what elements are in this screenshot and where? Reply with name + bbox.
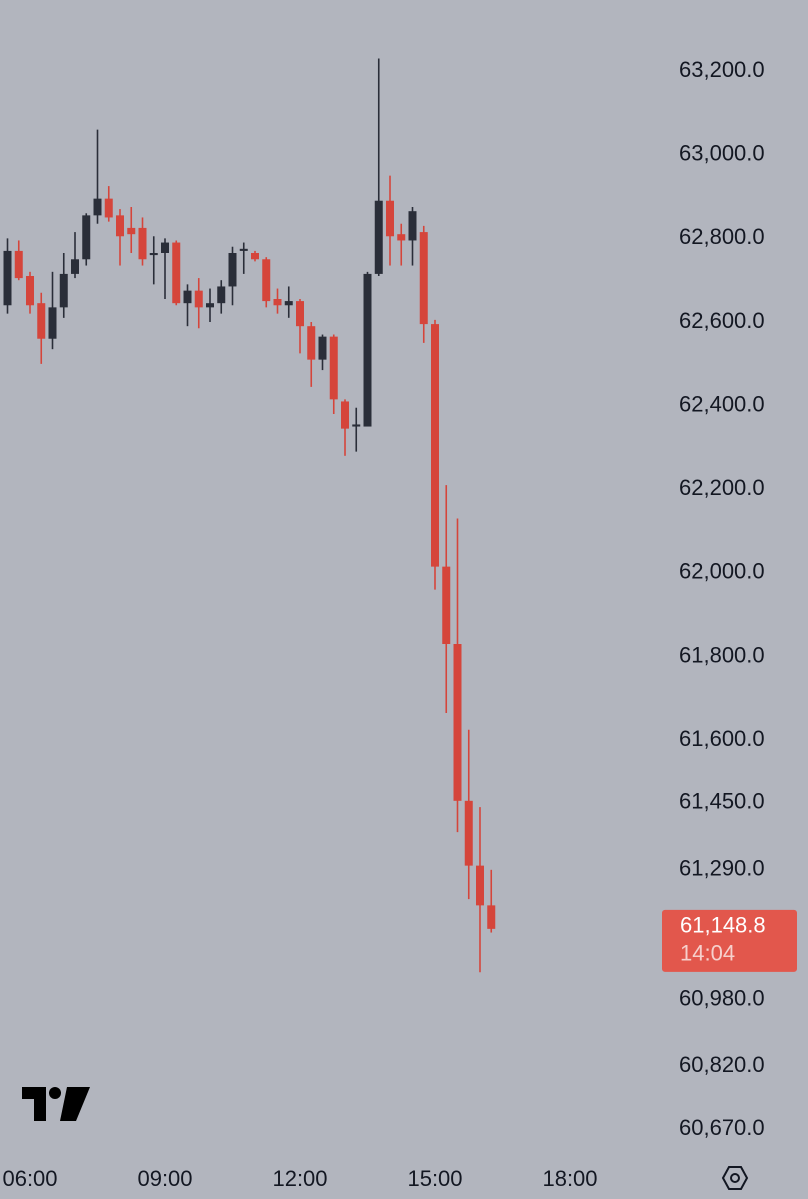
candle-body <box>374 200 383 274</box>
candle-body <box>273 299 282 306</box>
candle-body <box>341 401 350 429</box>
candle-body <box>487 905 496 929</box>
candle-body <box>172 242 181 304</box>
y-tick-label: 60,980.0 <box>679 985 765 1010</box>
candle-body <box>251 253 260 260</box>
candle-body <box>363 273 372 427</box>
candle-body <box>352 424 361 427</box>
candle-body <box>296 301 305 327</box>
candle-body <box>71 259 80 274</box>
candle-body <box>318 336 327 360</box>
candle-body <box>307 326 316 360</box>
candle-body <box>138 227 147 260</box>
candle-body <box>228 253 237 287</box>
candle-body <box>397 234 406 241</box>
tv-logo <box>22 1087 90 1121</box>
y-tick-label: 62,600.0 <box>679 308 765 333</box>
y-tick-label: 63,200.0 <box>679 57 765 82</box>
y-tick-label: 62,200.0 <box>679 475 765 500</box>
candle-body <box>442 566 451 644</box>
candle-body <box>93 198 102 216</box>
candle-body <box>26 276 35 306</box>
x-tick-label: 12:00 <box>272 1166 327 1191</box>
countdown: 14:04 <box>680 941 735 966</box>
y-tick-label: 62,000.0 <box>679 559 765 584</box>
candle-body <box>239 248 248 251</box>
y-tick-label: 60,670.0 <box>679 1115 765 1140</box>
x-tick-label: 18:00 <box>542 1166 597 1191</box>
candle-body <box>14 250 23 279</box>
candle-body <box>464 800 473 866</box>
y-tick-label: 60,820.0 <box>679 1052 765 1077</box>
candle-body <box>149 253 158 256</box>
candle-body <box>194 290 203 308</box>
candle-body <box>161 242 170 253</box>
candle-body <box>206 303 215 308</box>
y-tick-label: 63,000.0 <box>679 141 765 166</box>
candle-body <box>127 227 136 235</box>
x-tick-label: 15:00 <box>407 1166 462 1191</box>
candle-body <box>284 301 293 306</box>
y-tick-label: 61,800.0 <box>679 642 765 667</box>
current-price-box <box>662 909 797 972</box>
candle-body <box>419 232 428 325</box>
candle-body <box>431 324 440 567</box>
x-tick-label: 09:00 <box>137 1166 192 1191</box>
x-tick-label: 06:00 <box>2 1166 57 1191</box>
candle-body <box>262 259 271 302</box>
current-price-label: 61,148.8 <box>680 913 766 938</box>
y-tick-label: 61,600.0 <box>679 726 765 751</box>
y-tick-label: 61,450.0 <box>679 789 765 814</box>
candle-body <box>3 250 12 306</box>
candle-body <box>408 211 417 241</box>
candle-body <box>217 286 226 304</box>
candle-body <box>104 198 113 218</box>
candle-body <box>329 336 338 400</box>
candle-body <box>476 865 485 906</box>
candle-body <box>59 273 68 308</box>
candle-body <box>453 644 462 801</box>
y-tick-label: 61,290.0 <box>679 856 765 881</box>
y-tick-label: 62,400.0 <box>679 391 765 416</box>
candle-body <box>183 290 192 304</box>
settings-button[interactable] <box>721 1166 749 1190</box>
candle-body <box>82 215 91 260</box>
candle-body <box>48 307 57 339</box>
candle-body <box>116 215 125 237</box>
y-tick-label: 62,800.0 <box>679 224 765 249</box>
candle-body <box>386 200 395 237</box>
candle-body <box>37 303 46 339</box>
